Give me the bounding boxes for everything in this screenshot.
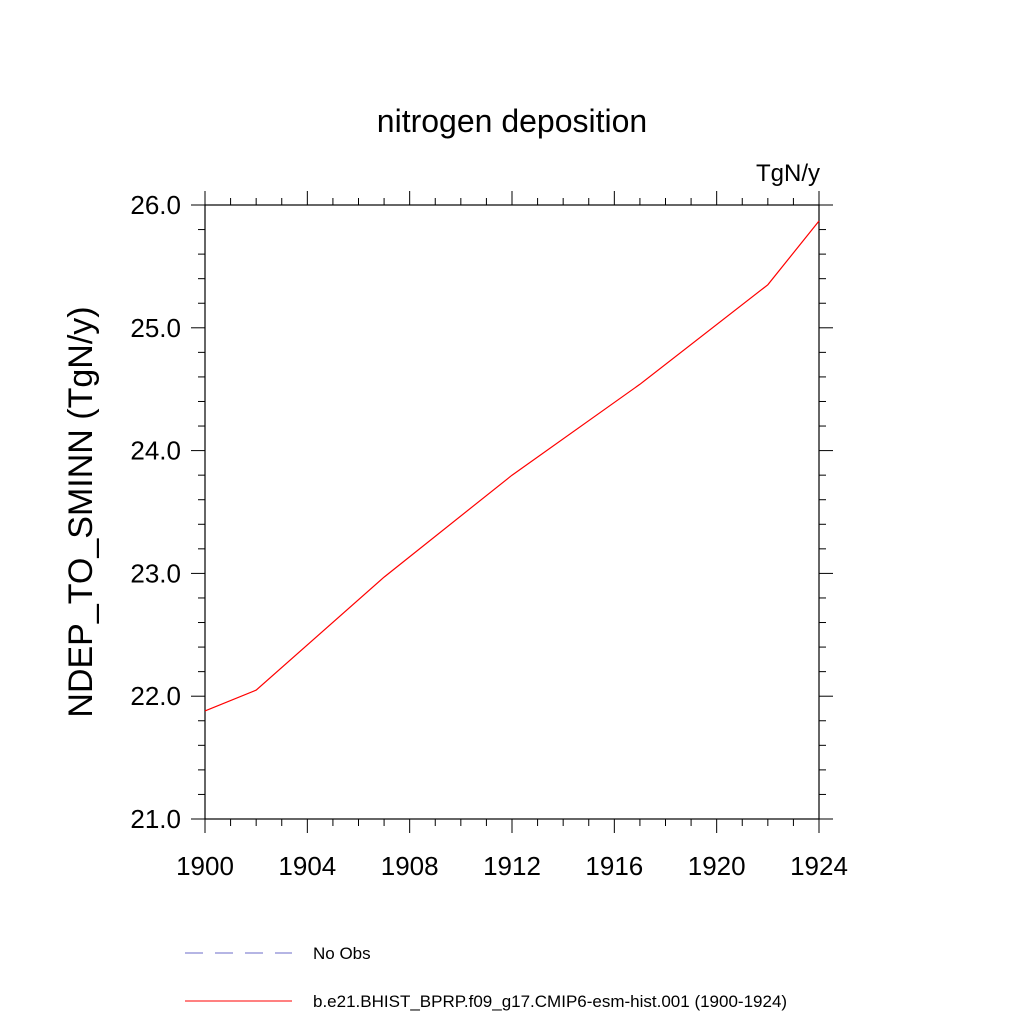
x-tick-label: 1924 (790, 851, 848, 881)
y-tick-label: 26.0 (130, 190, 181, 220)
y-tick-label: 21.0 (130, 804, 181, 834)
series-line (204, 220, 820, 712)
x-tick-label: 1912 (483, 851, 541, 881)
legend: No Obs b.e21.BHIST_BPRP.f09_g17.CMIP6-es… (185, 944, 787, 1011)
series-group (204, 220, 820, 712)
units-label: TgN/y (756, 160, 820, 187)
x-tick-label: 1908 (381, 851, 439, 881)
x-tick-label: 1916 (585, 851, 643, 881)
y-tick-label: 22.0 (130, 681, 181, 711)
y-tick-label: 23.0 (130, 558, 181, 588)
x-tick-label: 1904 (278, 851, 336, 881)
axis-tick-labels: 1900 1904 1908 1912 1916 1920 1924 21.0 22.0 23.0… (130, 190, 848, 881)
legend-no-obs-label: No Obs (313, 944, 371, 963)
legend-model-label: b.e21.BHIST_BPRP.f09_g17.CMIP6-esm-hist.… (313, 992, 787, 1011)
plot-frame (204, 204, 820, 820)
axis-ticks (191, 191, 833, 833)
chart-title: nitrogen deposition (377, 103, 647, 139)
x-tick-label: 1920 (688, 851, 746, 881)
y-tick-label: 24.0 (130, 436, 181, 466)
y-axis-label: NDEP_TO_SMINN (TgN/y) (62, 306, 100, 717)
y-tick-label: 25.0 (130, 313, 181, 343)
x-tick-label: 1900 (176, 851, 234, 881)
